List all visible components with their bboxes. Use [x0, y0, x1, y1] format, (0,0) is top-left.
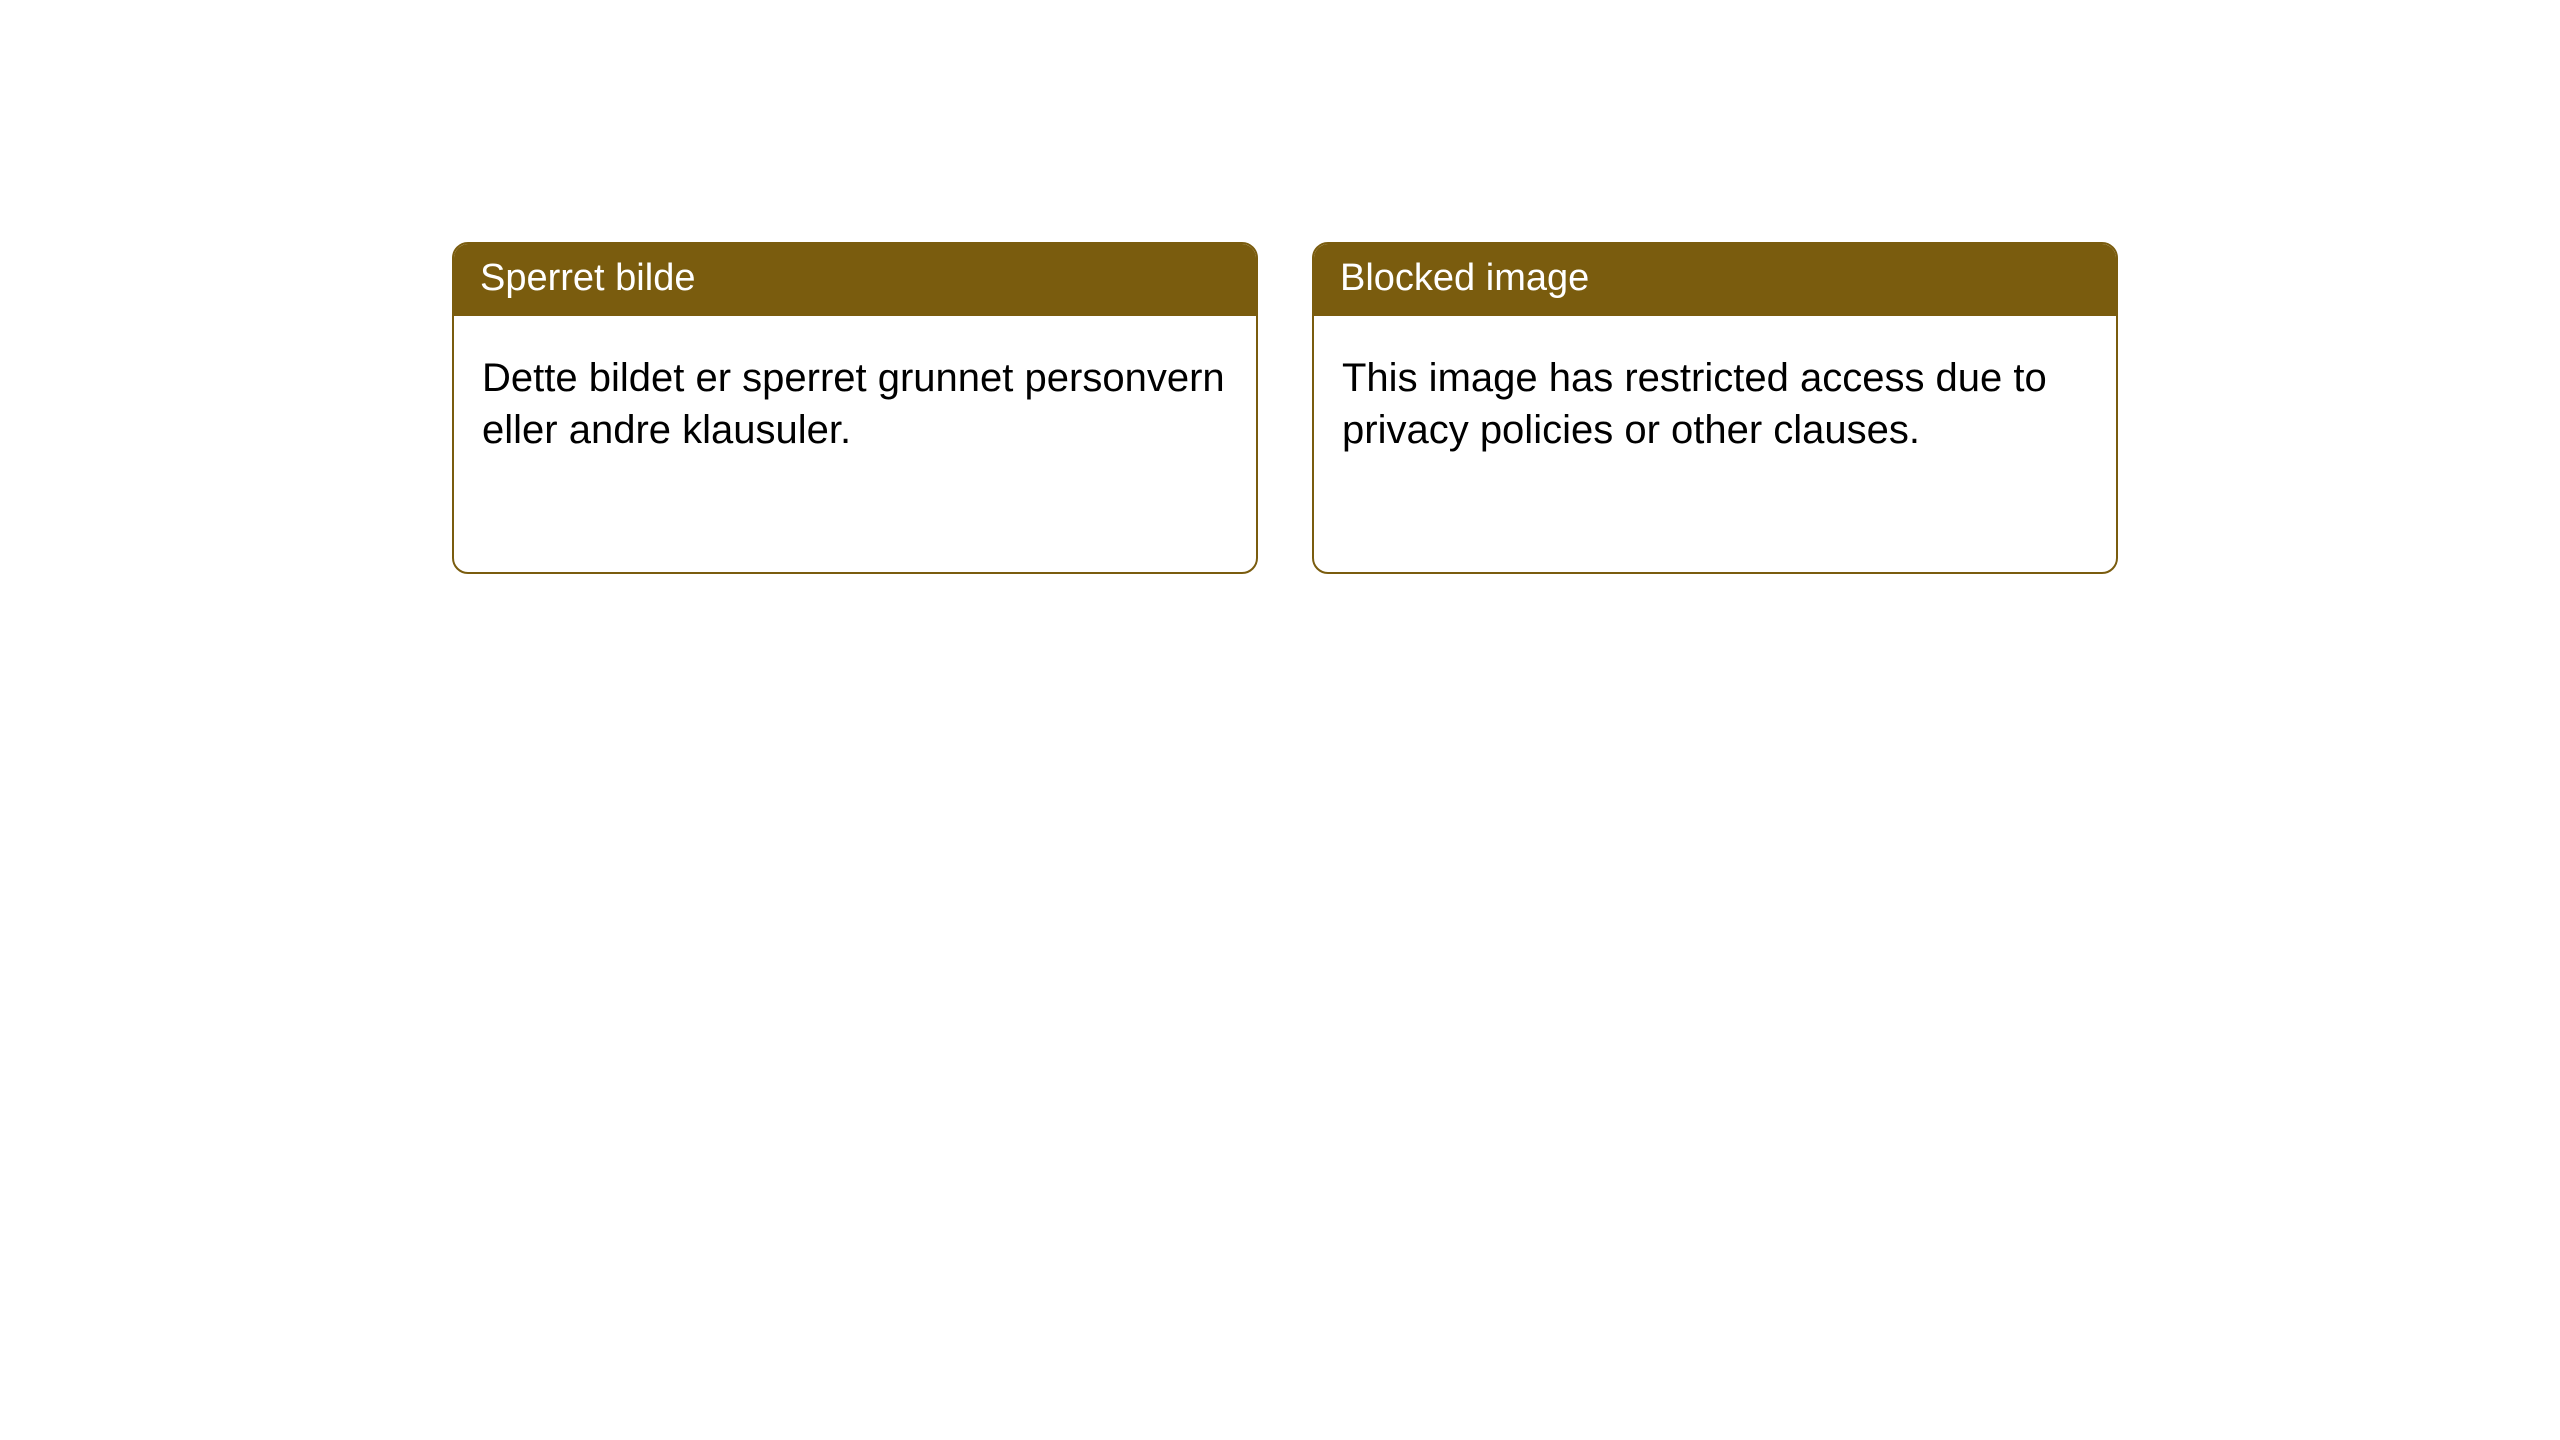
notice-container: Sperret bilde Dette bildet er sperret gr… — [0, 0, 2560, 574]
notice-header: Blocked image — [1314, 244, 2116, 316]
notice-header: Sperret bilde — [454, 244, 1256, 316]
notice-body: Dette bildet er sperret grunnet personve… — [454, 316, 1256, 484]
notice-card-norwegian: Sperret bilde Dette bildet er sperret gr… — [452, 242, 1258, 574]
notice-body: This image has restricted access due to … — [1314, 316, 2116, 484]
notice-card-english: Blocked image This image has restricted … — [1312, 242, 2118, 574]
